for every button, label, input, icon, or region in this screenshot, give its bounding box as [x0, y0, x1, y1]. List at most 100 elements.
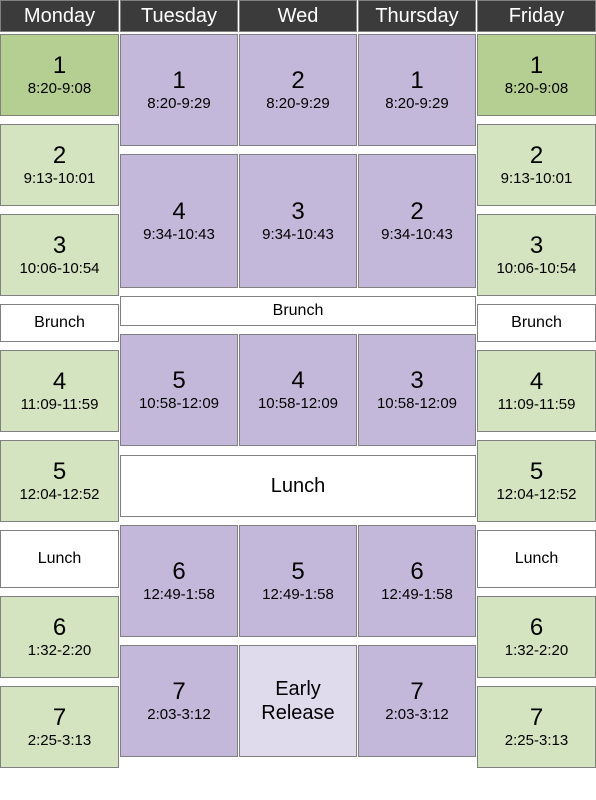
friday-p6: 6 1:32-2:20 — [477, 596, 596, 678]
label-text: Wed — [278, 5, 319, 28]
period-time: 8:20-9:29 — [147, 96, 210, 113]
friday-p1: 18:20-9:08 — [477, 34, 596, 116]
period-number: 6 — [53, 615, 66, 641]
period-time: 9:13-10:01 — [24, 171, 96, 188]
period-time: 12:04-12:52 — [496, 487, 576, 504]
friday-p5: 5 12:04-12:52 — [477, 440, 596, 522]
mid-lunch: Lunch — [120, 455, 476, 517]
period-number: 4 — [53, 369, 66, 395]
period-time: 11:09-11:59 — [21, 397, 99, 414]
label-text: Tuesday — [141, 5, 217, 28]
period-time: 11:09-11:59 — [498, 397, 576, 414]
friday-brunch: Brunch — [477, 304, 596, 342]
label-text: Brunch — [511, 314, 562, 332]
wednesday-p3: 4 10:58-12:09 — [239, 334, 357, 446]
header-wed: Wed — [239, 0, 357, 32]
period-number: 1 — [53, 53, 66, 79]
period-number: 2 — [530, 143, 543, 169]
period-number: 5 — [172, 368, 185, 394]
period-time: 10:06-10:54 — [19, 261, 99, 278]
period-number: 3 — [53, 233, 66, 259]
period-number: 2 — [291, 68, 304, 94]
schedule-grid: Monday Tuesday Wed Thursday Friday 1 8:20-9:08… — [0, 0, 596, 800]
label-text: Brunch — [34, 314, 85, 332]
period-number: 4 — [172, 199, 185, 225]
wednesday-p4: 512:49-1:58 — [239, 525, 357, 637]
header-tuesday: Tuesday — [120, 0, 238, 32]
label-text: Brunch — [273, 302, 324, 320]
monday-p3: 3 10:06-10:54 — [0, 214, 119, 296]
label-text: Lunch — [515, 550, 559, 568]
header-friday: Friday — [477, 0, 596, 32]
monday-p7: 7 2:25-3:13 — [0, 686, 119, 768]
period-number: 5 — [530, 459, 543, 485]
tuesday-p3: 5 10:58-12:09 — [120, 334, 238, 446]
period-time: 2:25-3:13 — [28, 733, 91, 750]
header-monday: Monday — [0, 0, 119, 32]
period-number: 6 — [530, 615, 543, 641]
friday-p2: 2 9:13-10:01 — [477, 124, 596, 206]
period-number: 6 — [172, 559, 185, 585]
label-text: Monday — [24, 5, 95, 28]
period-number: 5 — [53, 459, 66, 485]
wednesday-p2: 3 9:34-10:43 — [239, 154, 357, 288]
period-number: 3 — [530, 233, 543, 259]
friday-p4: 4 11:09-11:59 — [477, 350, 596, 432]
tuesday-p4: 6 12:49-1:58 — [120, 525, 238, 637]
period-number: 7 — [530, 705, 543, 731]
monday-brunch: Brunch — [0, 304, 119, 342]
thursday-p1: 1 8:20-9:29 — [358, 34, 476, 146]
period-number: 1 — [410, 68, 423, 94]
friday-p3: 310:06-10:54 — [477, 214, 596, 296]
thursday-p3: 3 10:58-12:09 — [358, 334, 476, 446]
wednesday-p1: 2 8:20-9:29 — [239, 34, 357, 146]
label-text: Lunch — [38, 550, 82, 568]
period-time: 9:34-10:43 — [262, 227, 334, 244]
monday-p4: 4 11:09-11:59 — [0, 350, 119, 432]
early-release-label: EarlyRelease — [261, 677, 334, 725]
period-time: 9:34-10:43 — [143, 227, 215, 244]
thursday-p4: 6 12:49-1:58 — [358, 525, 476, 637]
period-number: 3 — [291, 199, 304, 225]
period-time: 9:34-10:43 — [381, 227, 453, 244]
thursday-p2: 29:34-10:43 — [358, 154, 476, 288]
period-time: 2:03-3:12 — [147, 707, 210, 724]
tuesday-p1: 1 8:20-9:29 — [120, 34, 238, 146]
period-time: 1:32-2:20 — [28, 643, 91, 660]
header-thursday: Thursday — [358, 0, 476, 32]
monday-p1: 1 8:20-9:08 — [0, 34, 119, 116]
period-number: 3 — [410, 368, 423, 394]
tuesday-p2: 4 9:34-10:43 — [120, 154, 238, 288]
period-time: 1:32-2:20 — [505, 643, 568, 660]
period-time: 10:58-12:09 — [377, 396, 457, 413]
period-time: 8:20-9:08 — [28, 81, 91, 98]
period-number: 1 — [172, 68, 185, 94]
period-time: 12:04-12:52 — [19, 487, 99, 504]
period-time: 2:25-3:13 — [505, 733, 568, 750]
tuesday-p5: 72:03-3:12 — [120, 645, 238, 757]
period-number: 6 — [410, 559, 423, 585]
period-time: 12:49-1:58 — [381, 587, 453, 604]
period-number: 4 — [530, 369, 543, 395]
period-number: 7 — [53, 705, 66, 731]
period-time: 2:03-3:12 — [385, 707, 448, 724]
monday-lunch: Lunch — [0, 530, 119, 588]
period-number: 7 — [410, 679, 423, 705]
mid-brunch: Brunch — [120, 296, 476, 326]
monday-p6: 6 1:32-2:20 — [0, 596, 119, 678]
period-number: 2 — [53, 143, 66, 169]
period-time: 10:58-12:09 — [139, 396, 219, 413]
monday-p5: 5 12:04-12:52 — [0, 440, 119, 522]
period-time: 12:49-1:58 — [143, 587, 215, 604]
label-text: Friday — [509, 5, 565, 28]
monday-p2: 2 9:13-10:01 — [0, 124, 119, 206]
wednesday-p5: EarlyRelease — [239, 645, 357, 757]
period-number: 1 — [530, 53, 543, 79]
period-time: 9:13-10:01 — [501, 171, 573, 188]
period-time: 8:20-9:29 — [266, 96, 329, 113]
period-time: 8:20-9:29 — [385, 96, 448, 113]
period-time: 12:49-1:58 — [262, 587, 334, 604]
period-time: 10:58-12:09 — [258, 396, 338, 413]
period-number: 4 — [291, 368, 304, 394]
label-text: Thursday — [375, 5, 458, 28]
